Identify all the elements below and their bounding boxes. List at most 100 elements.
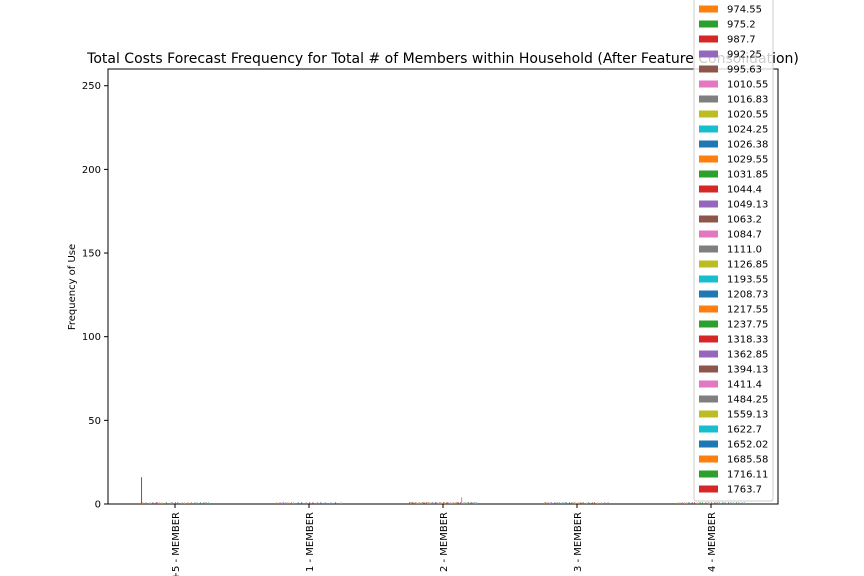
bar	[545, 502, 547, 504]
legend-entry: 1685.58	[727, 455, 768, 466]
legend-swatch	[699, 320, 718, 328]
bar	[565, 502, 567, 504]
bar	[741, 502, 743, 504]
legend-swatch	[699, 410, 718, 418]
legend-entry: 1024.25	[727, 125, 768, 136]
legend-swatch	[699, 380, 718, 388]
bar	[475, 502, 477, 504]
bar	[735, 502, 737, 504]
bar	[285, 502, 287, 504]
bar	[287, 502, 289, 504]
bar	[471, 502, 473, 504]
bar	[446, 502, 448, 504]
bar	[155, 502, 157, 504]
bar	[412, 502, 414, 504]
bar	[738, 502, 740, 504]
legend-swatch	[699, 290, 718, 298]
legend-swatch	[699, 140, 718, 148]
legend-swatch	[699, 50, 718, 58]
bar	[556, 502, 558, 504]
bar	[694, 502, 696, 504]
bar	[410, 502, 412, 504]
bar	[681, 502, 683, 504]
legend-entry: 995.63	[727, 65, 762, 76]
legend-entry: 1010.55	[727, 80, 768, 91]
bar	[171, 502, 173, 504]
bar	[582, 502, 584, 504]
legend-entry: 1126.85	[727, 260, 768, 271]
bar	[678, 502, 680, 504]
legend-entry: 1362.85	[727, 350, 768, 361]
bar	[707, 502, 709, 504]
bar	[474, 502, 476, 504]
bar	[324, 502, 326, 504]
legend: 974.55 975.2 987.7 992.25 995.63 1010.55 1016.…	[693, 0, 774, 502]
legend-swatch	[699, 335, 718, 343]
bar	[455, 502, 457, 504]
bar	[473, 502, 475, 504]
legend-swatch	[699, 215, 718, 223]
legend-entry: 1026.38	[727, 140, 768, 151]
bar	[335, 502, 337, 504]
bar	[547, 502, 549, 504]
legend-swatch	[699, 65, 718, 73]
bar	[431, 502, 433, 504]
bar	[293, 502, 295, 504]
bar	[177, 502, 179, 504]
legend-entry: 1318.33	[727, 335, 768, 346]
bar	[330, 502, 332, 504]
bar	[699, 502, 701, 504]
bar	[316, 502, 318, 504]
bar	[460, 502, 462, 504]
bar	[573, 502, 575, 504]
legend-entry: 1622.7	[727, 425, 762, 436]
legend-swatch	[699, 440, 718, 448]
bar	[549, 502, 551, 504]
bar	[562, 502, 564, 504]
bar	[438, 502, 440, 504]
bar	[184, 502, 186, 504]
legend-swatch	[699, 230, 718, 238]
bar	[466, 502, 468, 504]
x-tick-label: +5 - MEMBER	[171, 512, 182, 576]
bar	[436, 502, 438, 504]
bar	[701, 502, 703, 504]
bar	[456, 502, 458, 504]
legend-swatch	[699, 350, 718, 358]
bar	[156, 502, 158, 504]
bar	[600, 502, 602, 504]
legend-swatch	[699, 185, 718, 193]
bar	[190, 502, 192, 504]
bar	[414, 502, 416, 504]
legend-swatch	[699, 485, 718, 493]
bar	[586, 502, 588, 504]
bar	[716, 502, 718, 504]
legend-swatch	[699, 125, 718, 133]
bar	[463, 502, 465, 504]
x-tick-label: 3 - MEMBER	[573, 512, 584, 572]
legend-swatch	[699, 5, 718, 13]
legend-entry: 1084.7	[727, 230, 762, 241]
legend-swatch	[699, 170, 718, 178]
bar	[409, 502, 411, 504]
bar	[708, 502, 710, 504]
bar	[732, 502, 734, 504]
bar	[309, 502, 311, 504]
bar	[422, 502, 424, 504]
bar	[297, 502, 299, 504]
legend-entry: 1716.11	[727, 470, 768, 481]
bar	[170, 502, 172, 504]
bar	[426, 502, 428, 504]
legend-entry: 1063.2	[727, 215, 762, 226]
bar	[276, 502, 278, 504]
bar	[558, 502, 560, 504]
y-tick-label: 100	[82, 332, 101, 343]
bar	[569, 502, 571, 504]
bar	[722, 502, 724, 504]
bar	[449, 502, 451, 504]
legend-swatch	[699, 395, 718, 403]
bar	[282, 502, 284, 504]
axes-frame	[107, 68, 779, 505]
bar	[443, 502, 445, 504]
